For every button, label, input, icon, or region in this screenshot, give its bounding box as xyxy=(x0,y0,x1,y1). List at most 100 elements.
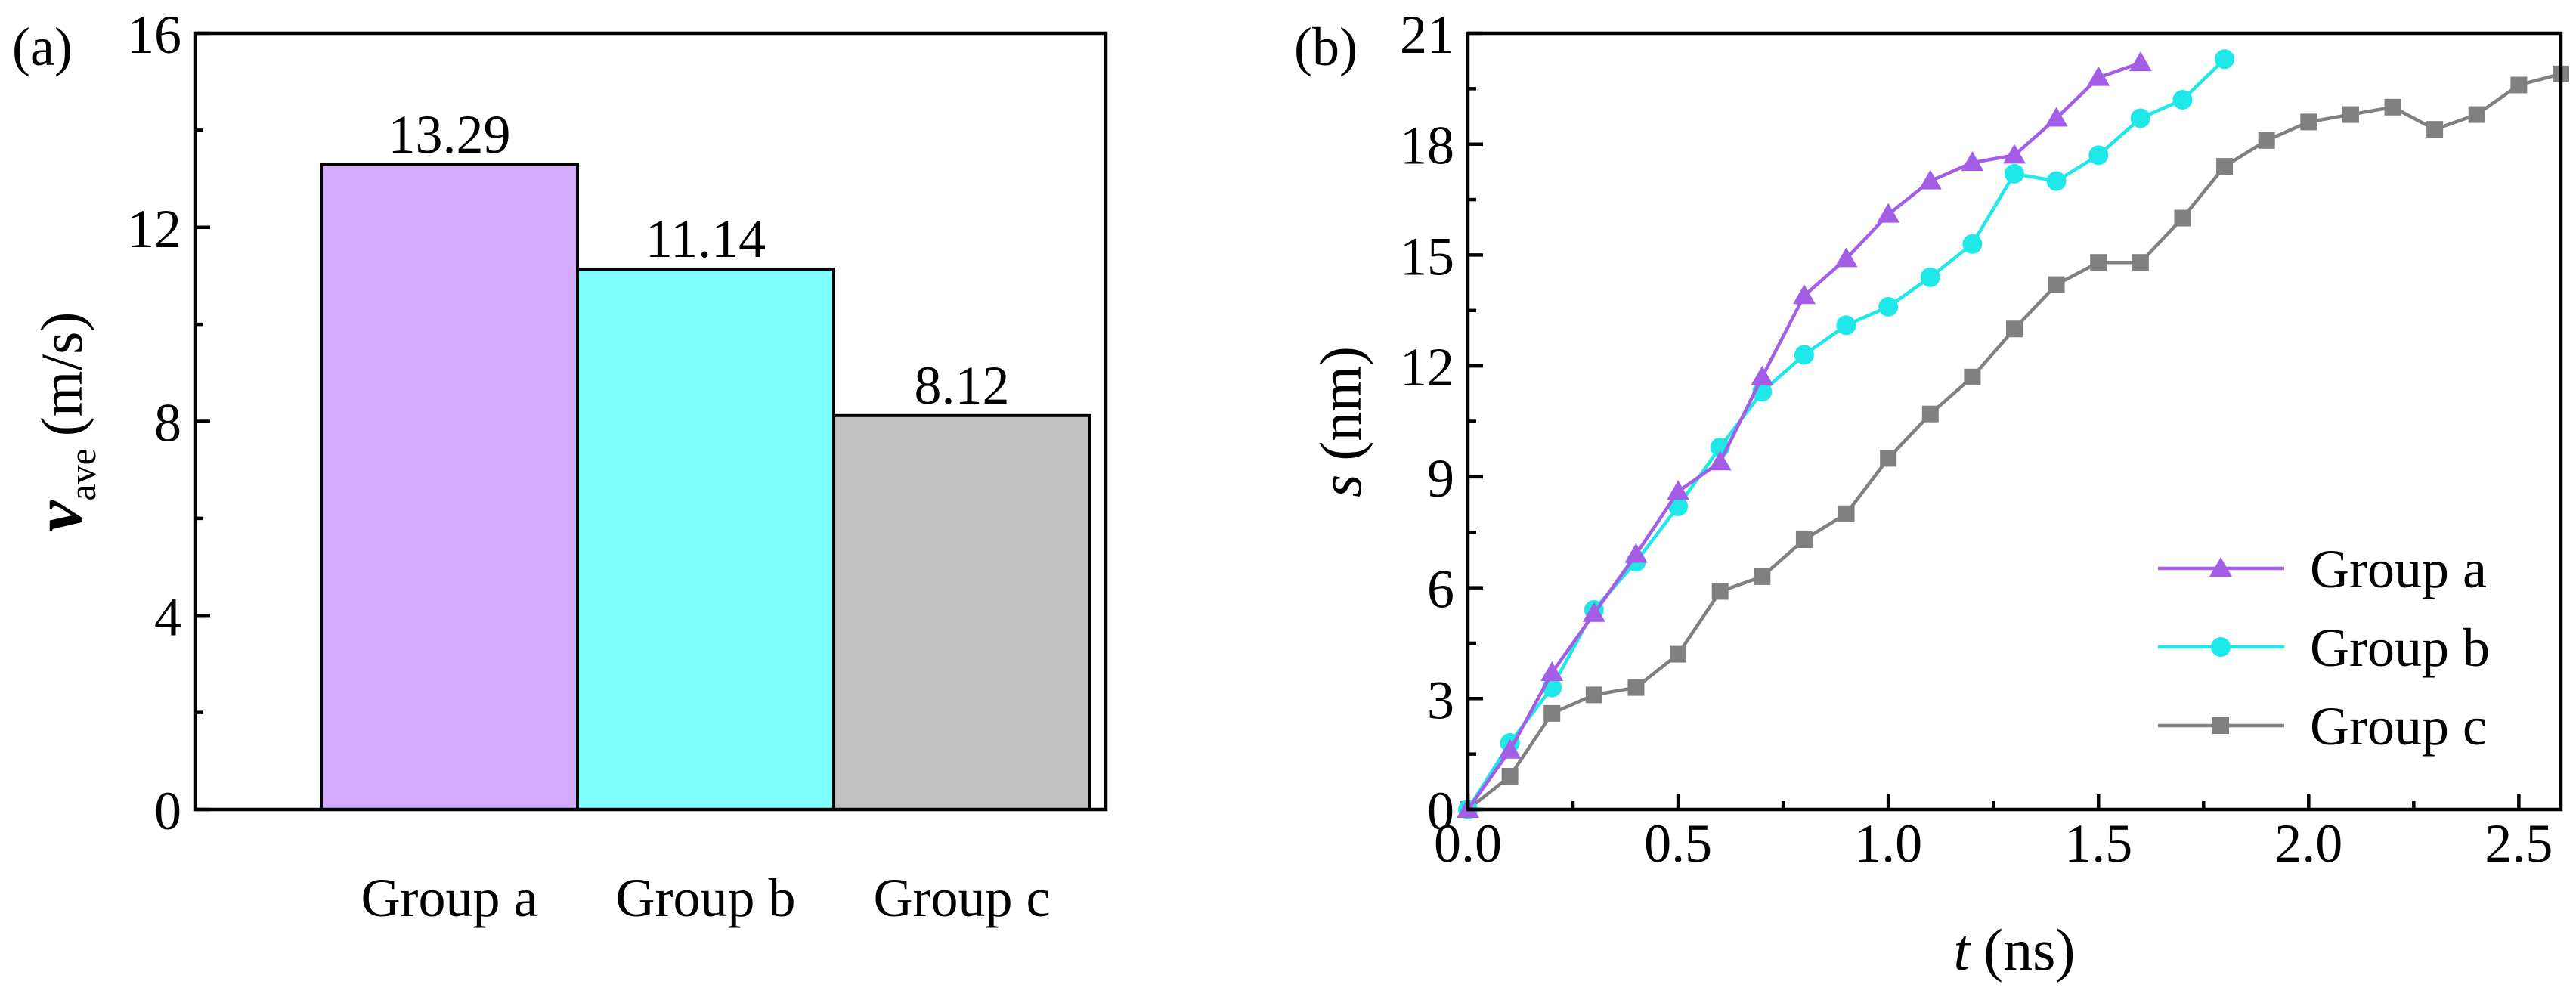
x-tick-label: 1.0 xyxy=(1854,813,1922,874)
data-point-triangle xyxy=(2129,51,2152,72)
bar-value-label: 11.14 xyxy=(646,209,766,269)
data-point-circle xyxy=(2088,145,2109,166)
y-tick-label: 15 xyxy=(1400,226,1454,286)
data-point-square xyxy=(1670,645,1687,663)
data-point-triangle xyxy=(1961,151,1984,172)
data-point-square xyxy=(1585,686,1602,704)
panel-b-legend: Group a Group b Group c xyxy=(2158,539,2490,757)
panel-b-y-axis-title: s (nm) xyxy=(1308,346,1373,497)
x-tick-label: 0.5 xyxy=(1644,813,1712,874)
bar-group-c xyxy=(832,413,1091,811)
legend-marker-circle xyxy=(2211,637,2231,657)
data-point-square xyxy=(2510,76,2528,94)
data-point-square xyxy=(1838,505,1855,522)
legend-marker-square xyxy=(2212,717,2229,734)
bar-value-label: 8.12 xyxy=(915,355,1010,416)
panel-a-y-symbol: v xyxy=(20,500,97,531)
x-tick-label: Group c xyxy=(874,868,1051,928)
y-tick-label: 0 xyxy=(1427,781,1454,841)
y-tick-label: 12 xyxy=(127,199,181,259)
data-point-triangle xyxy=(1582,602,1605,622)
data-point-square xyxy=(2174,209,2191,227)
panel-a-y-unit: (m/s) xyxy=(29,312,94,437)
panel-b-x-axis: 0.0 0.5 1.0 1.5 2.0 2.5 xyxy=(1434,794,2553,874)
series-line xyxy=(1466,57,2226,811)
data-point-triangle xyxy=(1834,247,1858,268)
data-point-square xyxy=(2006,320,2023,338)
y-tick-label: 4 xyxy=(154,587,181,647)
panel-b-y-axis: 0 3 6 9 12 15 18 21 xyxy=(1400,5,1483,841)
data-point-square xyxy=(2468,106,2485,123)
x-tick-label: 2.5 xyxy=(2485,813,2553,874)
panel-b-y-symbol: s xyxy=(1308,475,1373,497)
y-tick-label: 3 xyxy=(1427,670,1454,730)
data-point-circle xyxy=(1794,345,1814,365)
data-point-square xyxy=(1795,531,1813,548)
data-point-square xyxy=(2132,254,2149,271)
data-point-square xyxy=(1754,568,1771,585)
data-point-square xyxy=(2258,132,2275,149)
data-point-square xyxy=(2384,98,2401,116)
legend-label: Group a xyxy=(2310,539,2487,599)
data-point-triangle xyxy=(1540,661,1564,682)
panel-b-label: (b) xyxy=(1294,17,1358,77)
data-point-triangle xyxy=(1751,365,1774,385)
data-point-square xyxy=(2426,121,2444,138)
panel-a-y-axis-title: vave (m/s) xyxy=(20,312,104,532)
data-point-circle xyxy=(2172,90,2193,110)
data-point-circle xyxy=(1962,234,1983,254)
data-point-triangle xyxy=(1498,738,1522,759)
panel-b-series xyxy=(1457,49,2569,819)
bar-value-label: 13.29 xyxy=(389,104,511,165)
data-point-square xyxy=(2300,113,2317,131)
panel-b: (b) 0 3 6 9 12 15 18 21 0.0 0.5 1.0 1.5 2.0 2.5 s (nm… xyxy=(1294,5,2569,983)
data-point-triangle xyxy=(1877,203,1900,223)
panel-b-x-symbol: t xyxy=(1954,917,1972,983)
panel-b-x-axis-title: t (ns) xyxy=(1954,917,2076,983)
data-point-triangle xyxy=(1708,450,1732,471)
y-tick-label: 8 xyxy=(154,393,181,453)
legend-item-group-c: Group c xyxy=(2158,696,2487,757)
data-point-square xyxy=(2342,106,2359,123)
panel-a: (a) 13.29 11.14 8.12 0 4 8 12 16 Group a Group … xyxy=(12,5,1108,928)
bar-group-b xyxy=(576,267,835,812)
data-point-circle xyxy=(1836,315,1856,336)
panel-a-y-axis: 0 4 8 12 16 xyxy=(127,5,210,841)
y-tick-label: 18 xyxy=(1400,116,1454,176)
legend-item-group-a: Group a xyxy=(2158,539,2487,599)
x-tick-label: 2.0 xyxy=(2274,813,2342,874)
data-point-square xyxy=(1880,450,1897,467)
series-group-a xyxy=(1457,51,2152,818)
data-point-triangle xyxy=(2003,144,2026,164)
y-tick-label: 9 xyxy=(1427,448,1454,509)
data-point-triangle xyxy=(1792,284,1816,305)
y-tick-label: 6 xyxy=(1427,559,1454,620)
data-point-square xyxy=(1921,405,1939,423)
legend-label: Group b xyxy=(2310,618,2490,678)
data-point-square xyxy=(1627,679,1645,696)
data-point-circle xyxy=(2005,163,2024,184)
data-point-triangle xyxy=(1667,480,1690,500)
data-point-square xyxy=(2048,276,2065,293)
data-point-square xyxy=(1711,583,1729,600)
data-point-circle xyxy=(2215,49,2235,70)
y-tick-label: 12 xyxy=(1400,337,1454,398)
series-line xyxy=(1466,61,2141,811)
x-tick-label: Group a xyxy=(361,868,538,928)
y-tick-label: 16 xyxy=(127,5,181,65)
legend-item-group-b: Group b xyxy=(2158,618,2490,678)
panel-a-label: (a) xyxy=(12,17,73,77)
panel-a-y-subscript: ave xyxy=(61,448,104,500)
data-point-square xyxy=(2090,254,2107,271)
panel-b-y-unit: (nm) xyxy=(1308,346,1373,461)
data-point-circle xyxy=(1878,296,1899,317)
data-point-square xyxy=(1501,767,1519,785)
bar-group-a xyxy=(320,163,579,811)
x-tick-label: Group b xyxy=(616,868,796,928)
x-tick-label: 0.0 xyxy=(1434,813,1502,874)
y-tick-label: 21 xyxy=(1400,5,1454,65)
data-point-circle xyxy=(2130,108,2150,128)
y-tick-label: 0 xyxy=(154,781,181,841)
data-point-triangle xyxy=(2045,107,2068,127)
